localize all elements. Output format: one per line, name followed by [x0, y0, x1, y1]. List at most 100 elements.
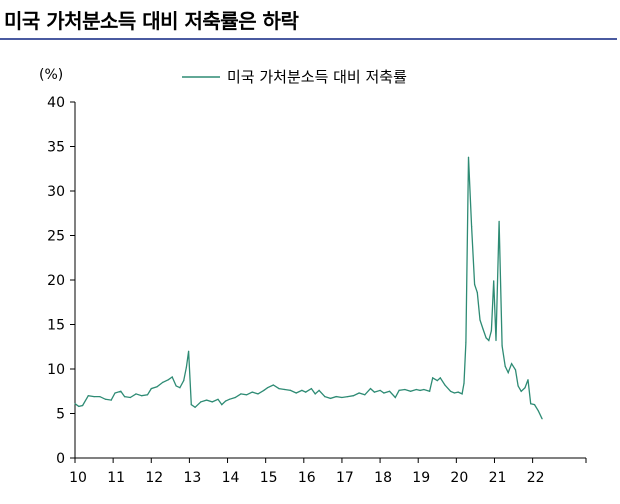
y-tick-label: 35	[47, 140, 65, 156]
data-point	[530, 403, 532, 405]
data-point	[495, 339, 497, 342]
data-point	[432, 377, 434, 379]
data-point	[423, 388, 425, 391]
data-point	[453, 392, 455, 394]
data-point	[74, 403, 76, 405]
data-point	[267, 387, 269, 389]
data-point	[251, 391, 253, 393]
y-tick-label: 0	[56, 451, 65, 467]
data-point	[221, 404, 223, 406]
data-point	[504, 365, 506, 367]
data-point	[141, 395, 143, 397]
data-point	[329, 397, 332, 399]
x-tick-label: 15	[260, 470, 278, 486]
data-point	[520, 390, 522, 392]
y-tick-label: 20	[47, 273, 65, 289]
y-tick-label: 25	[47, 229, 65, 245]
data-point	[240, 393, 242, 395]
data-point	[129, 396, 131, 399]
data-point	[124, 396, 126, 398]
data-point	[171, 376, 173, 378]
data-point	[135, 393, 137, 395]
data-point	[289, 389, 292, 391]
data-point	[436, 380, 438, 382]
data-point	[465, 341, 467, 343]
data-point	[324, 396, 326, 398]
data-point	[394, 396, 396, 399]
y-tick-label: 10	[47, 362, 65, 378]
data-point	[358, 392, 360, 394]
data-point	[318, 389, 320, 391]
data-point	[206, 399, 208, 401]
data-point	[410, 390, 412, 392]
data-point	[225, 400, 227, 402]
data-point	[120, 390, 122, 392]
data-point	[188, 350, 190, 352]
data-point	[301, 389, 303, 391]
data-point	[78, 405, 80, 407]
data-point	[305, 391, 307, 393]
data-point	[284, 388, 286, 391]
data-point	[156, 386, 158, 388]
data-point	[246, 394, 248, 396]
y-tick-label: 15	[47, 318, 65, 334]
data-point	[514, 369, 517, 371]
data-point	[352, 395, 354, 397]
data-point	[190, 404, 192, 406]
data-point	[419, 389, 421, 391]
data-point	[474, 283, 476, 286]
data-point	[183, 380, 185, 382]
x-tick-label: 16	[298, 470, 316, 486]
data-point	[110, 399, 112, 401]
data-point	[194, 406, 196, 408]
y-axis: 0 5 10 15 20 25 30 35 40	[47, 95, 76, 467]
data-point	[104, 398, 107, 400]
data-point	[211, 401, 213, 403]
data-point	[488, 339, 490, 342]
data-point	[389, 390, 391, 392]
data-point	[257, 393, 259, 395]
data-point	[162, 381, 164, 383]
data-point	[228, 398, 230, 400]
data-point	[234, 396, 236, 399]
data-point	[490, 330, 492, 332]
data-point	[179, 387, 181, 389]
x-tick-label: 10	[69, 470, 87, 486]
data-point	[379, 389, 381, 391]
data-point	[335, 396, 337, 398]
x-tick-label: 11	[107, 470, 125, 486]
data-point	[524, 387, 526, 389]
data-point	[99, 396, 101, 398]
data-point	[450, 390, 452, 392]
data-point	[347, 396, 349, 398]
data-point	[341, 396, 343, 399]
data-point	[398, 389, 400, 391]
legend: 미국 가처분소득 대비 저축률	[182, 68, 407, 86]
data-point	[200, 401, 202, 403]
series-line	[74, 157, 543, 420]
x-tick-label: 22	[527, 470, 545, 486]
data-point	[146, 394, 149, 396]
data-point	[429, 390, 431, 392]
series-points	[74, 156, 543, 420]
data-point	[476, 291, 478, 294]
data-point	[93, 396, 95, 398]
y-tick-label: 40	[47, 95, 65, 111]
data-point	[175, 385, 177, 387]
x-tick-label: 21	[489, 470, 507, 486]
data-point	[82, 404, 84, 407]
x-tick-label: 14	[222, 470, 240, 486]
data-point	[517, 385, 519, 387]
data-point	[185, 366, 187, 368]
data-point	[114, 392, 116, 394]
data-point	[373, 391, 375, 393]
data-point	[471, 226, 473, 228]
data-point	[167, 379, 169, 381]
data-point	[310, 388, 312, 390]
data-point	[479, 319, 481, 321]
data-point	[457, 391, 459, 393]
data-point	[272, 384, 274, 386]
data-point	[498, 220, 500, 222]
data-point	[369, 388, 372, 390]
